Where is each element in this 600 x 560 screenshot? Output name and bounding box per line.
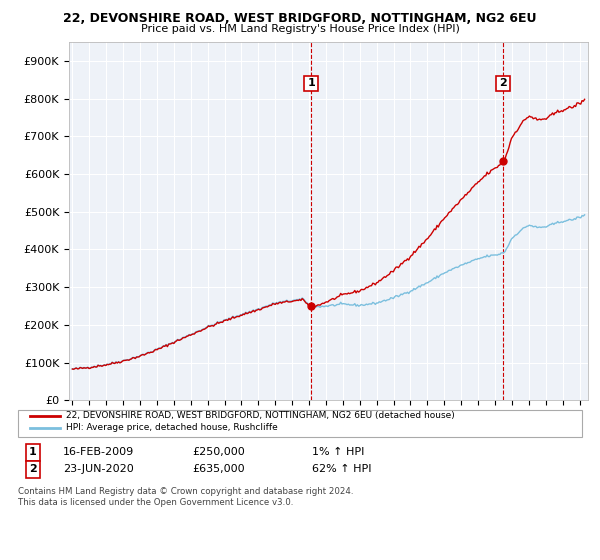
Text: 62% ↑ HPI: 62% ↑ HPI [312, 464, 371, 474]
Text: Price paid vs. HM Land Registry's House Price Index (HPI): Price paid vs. HM Land Registry's House … [140, 24, 460, 34]
Text: 1: 1 [29, 447, 37, 458]
Text: 22, DEVONSHIRE ROAD, WEST BRIDGFORD, NOTTINGHAM, NG2 6EU (detached house): 22, DEVONSHIRE ROAD, WEST BRIDGFORD, NOT… [66, 411, 455, 420]
Text: 1: 1 [307, 78, 315, 88]
Text: 2: 2 [499, 78, 507, 88]
Text: Contains HM Land Registry data © Crown copyright and database right 2024.
This d: Contains HM Land Registry data © Crown c… [18, 487, 353, 507]
Text: £635,000: £635,000 [192, 464, 245, 474]
Text: 22, DEVONSHIRE ROAD, WEST BRIDGFORD, NOTTINGHAM, NG2 6EU: 22, DEVONSHIRE ROAD, WEST BRIDGFORD, NOT… [63, 12, 537, 25]
Text: 1% ↑ HPI: 1% ↑ HPI [312, 447, 364, 458]
Text: 16-FEB-2009: 16-FEB-2009 [63, 447, 134, 458]
Text: HPI: Average price, detached house, Rushcliffe: HPI: Average price, detached house, Rush… [66, 423, 278, 432]
Text: £250,000: £250,000 [192, 447, 245, 458]
Text: 23-JUN-2020: 23-JUN-2020 [63, 464, 134, 474]
Text: 2: 2 [29, 464, 37, 474]
